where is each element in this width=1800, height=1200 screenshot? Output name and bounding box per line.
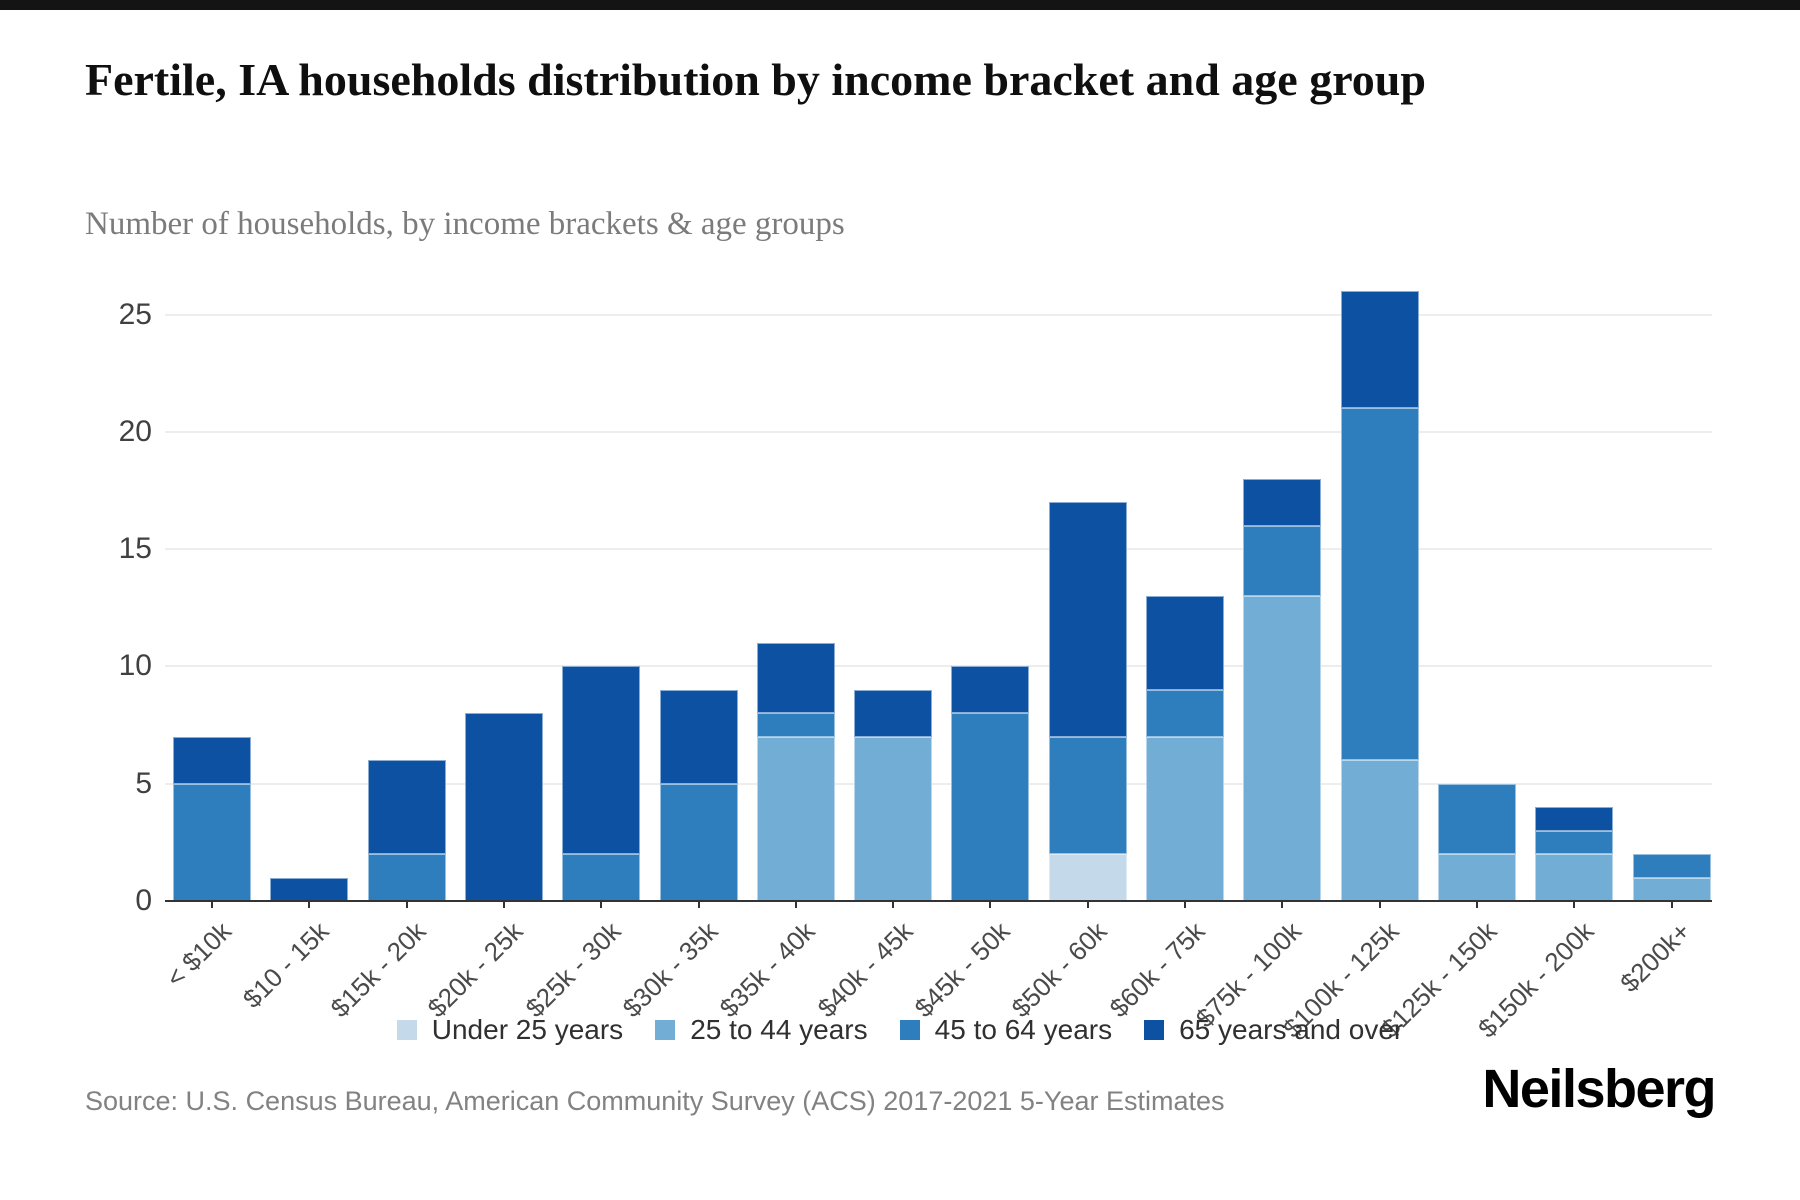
axis-tick <box>502 901 505 908</box>
axis-tick <box>794 901 797 908</box>
bar-segment <box>270 877 349 901</box>
bar-segment <box>756 736 835 901</box>
bar-segment <box>659 689 738 784</box>
x-axis-category-label: $200k+ <box>1614 916 1697 999</box>
bar-segment <box>1243 525 1322 596</box>
bar-segment <box>756 642 835 714</box>
legend-item[interactable]: 25 to 44 years <box>655 1014 868 1046</box>
bar-segment <box>1048 502 1127 737</box>
x-axis-category-label: $50k - 60k <box>1005 916 1113 1024</box>
x-axis-category-label: $30k - 35k <box>616 916 724 1024</box>
axis-tick <box>892 901 895 908</box>
bar-segment <box>1437 854 1516 901</box>
bar-segment <box>1340 408 1419 761</box>
legend-swatch <box>899 1020 920 1040</box>
neilsberg-logo[interactable]: Neilsberg <box>1482 1059 1716 1119</box>
bar-segment <box>854 689 933 737</box>
bar-segment <box>659 783 738 901</box>
y-axis-tick-label: 5 <box>135 766 152 800</box>
axis-tick <box>1281 901 1284 908</box>
axis-tick <box>1184 901 1186 908</box>
bar-segment <box>1535 830 1614 855</box>
legend-label: 45 to 64 years <box>934 1014 1113 1045</box>
x-axis-category-label: $20k - 25k <box>422 916 530 1024</box>
x-axis-category-label: $40k - 45k <box>811 916 919 1024</box>
axis-tick <box>697 901 700 908</box>
gridline <box>165 313 1712 316</box>
y-axis-tick-label: 10 <box>118 649 152 683</box>
bar-segment <box>1146 596 1224 690</box>
x-axis-category-label: $35k - 40k <box>713 916 822 1024</box>
x-axis-category-label: < $10k <box>160 916 238 993</box>
axis-tick <box>1475 901 1478 908</box>
axis-tick <box>600 901 603 908</box>
y-axis-tick-label: 15 <box>118 532 152 566</box>
bar-segment <box>562 666 641 855</box>
x-axis-category-label: $25k - 30k <box>519 916 627 1024</box>
y-axis-tick-label: 20 <box>118 414 152 448</box>
bar-segment <box>367 854 446 901</box>
bar-segment <box>1340 291 1419 409</box>
y-axis-tick-label: 25 <box>118 297 152 331</box>
bar-segment <box>1340 760 1419 901</box>
axis-tick <box>1573 901 1576 908</box>
bar-segment <box>173 736 251 784</box>
bar-segment <box>951 666 1030 714</box>
bar-segment <box>1437 783 1516 855</box>
legend-item[interactable]: Under 25 years <box>396 1014 624 1046</box>
x-axis-category-label: $15k - 20k <box>324 916 432 1024</box>
legend-label: 25 to 44 years <box>690 1014 868 1045</box>
axis-tick <box>1378 901 1381 908</box>
page-subtitle: Number of households, by income brackets… <box>85 206 845 242</box>
legend-item[interactable]: 65 years and over <box>1144 1014 1403 1046</box>
gridline <box>165 430 1712 433</box>
bar-segment <box>1146 689 1224 737</box>
legend-swatch <box>396 1020 417 1040</box>
legend-swatch <box>1144 1020 1165 1040</box>
axis-tick <box>1670 901 1673 908</box>
source-attribution: Source: U.S. Census Bureau, American Com… <box>85 1086 1225 1116</box>
bar-segment <box>562 854 641 901</box>
bar-segment <box>1632 854 1711 878</box>
legend-label: 65 years and over <box>1179 1014 1404 1045</box>
bar-segment <box>1535 807 1614 831</box>
bar-segment <box>854 736 933 901</box>
legend-label: Under 25 years <box>431 1014 624 1045</box>
bar-segment <box>367 760 446 855</box>
chart-legend: Under 25 years 25 to 44 years 45 to 64 yea… <box>0 1014 1800 1046</box>
axis-tick <box>989 901 992 908</box>
y-axis-tick-label: 0 <box>135 884 152 917</box>
bar-segment <box>464 713 543 901</box>
bar-segment <box>1048 736 1127 855</box>
axis-tick <box>1086 901 1089 908</box>
bar-segment <box>1243 478 1322 526</box>
bar-segment <box>1146 736 1224 901</box>
bar-segment <box>756 713 835 737</box>
axis-tick <box>211 901 213 908</box>
bar-segment <box>1632 877 1711 901</box>
axis-tick <box>405 901 408 908</box>
bar-segment <box>173 783 251 901</box>
gridline <box>165 548 1712 551</box>
bar-segment <box>1048 854 1127 901</box>
gridline <box>165 665 1712 668</box>
legend-swatch <box>655 1020 676 1040</box>
bar-segment <box>1535 854 1614 901</box>
bar-segment <box>951 713 1030 901</box>
page-title: Fertile, IA households distribution by i… <box>85 54 1426 105</box>
axis-tick <box>308 901 311 908</box>
x-axis-line <box>165 900 1712 902</box>
legend-item[interactable]: 45 to 64 years <box>899 1014 1113 1046</box>
gridline <box>165 782 1712 785</box>
x-axis-category-label: $45k - 50k <box>908 916 1016 1024</box>
bar-segment <box>1243 596 1322 901</box>
top-accent-bar <box>0 0 1800 10</box>
x-axis-category-label: $10 - 15k <box>236 916 335 1014</box>
